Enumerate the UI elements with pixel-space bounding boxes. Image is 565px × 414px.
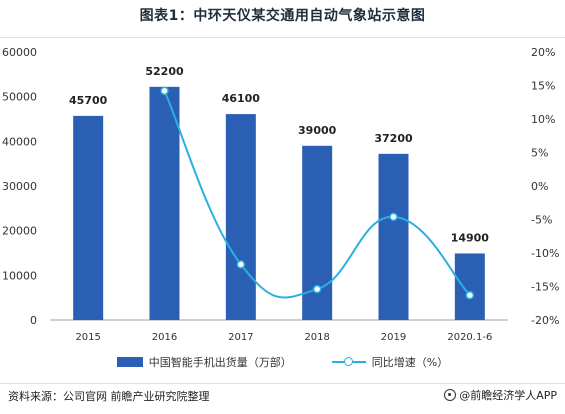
brand-label: @前瞻经济学人APP [459,389,557,402]
x-tick-label: 2016 [152,332,177,343]
y-left-tick-label: 10000 [2,269,37,282]
bar-data-label: 46100 [222,92,261,105]
growth-point [160,86,169,96]
growth-point [465,290,475,300]
chart-title: 图表1：中环天仪某交通用自动气象站示意图 [139,8,426,24]
growth-point [312,284,322,294]
y-left-tick-label: 20000 [2,225,37,238]
bar [149,86,180,320]
y-right-tick-label: 10% [531,113,555,126]
x-tick-label: 2018 [304,332,329,343]
brand-credit: @前瞻经济学人APP [444,387,557,403]
bar [454,253,485,320]
bar-data-label: 52200 [145,65,184,78]
legend-bar-swatch [116,357,143,367]
y-right-tick-label: -10% [531,247,559,260]
growth-point [236,260,246,269]
bar [73,115,104,320]
x-tick-label: 2020.1-6 [447,332,492,343]
bar-data-label: 37200 [374,132,413,145]
brand-logo-icon [444,389,457,401]
chart-legend: 中国智能手机出货量（万部） 同比增速（%） [0,353,565,371]
x-tick-label: 2019 [381,332,406,343]
y-right-tick-label: -20% [531,314,559,327]
y-left-tick-label: 30000 [2,180,37,193]
y-right-tick-label: 15% [531,80,555,93]
legend-line-label: 同比增速（%） [371,356,449,369]
bar-data-label: 45700 [69,94,108,107]
y-right-tick-label: 0% [531,180,548,193]
title-divider [0,37,565,38]
x-tick-label: 2017 [228,332,253,343]
y-right-tick-label: 5% [531,147,548,160]
y-left-tick-label: 0 [30,314,37,327]
y-left-tick-label: 40000 [2,135,37,148]
bar [225,114,256,320]
y-left-tick-label: 50000 [2,91,37,104]
source-divider [0,383,565,384]
legend-item-bar: 中国智能手机出货量（万部） [116,354,292,370]
chart-title-bar: 图表1：中环天仪某交通用自动气象站示意图 [0,0,565,30]
legend-bar-label: 中国智能手机出货量（万部） [148,356,292,369]
growth-point [389,212,398,222]
bar [378,153,409,320]
y-left-tick-label: 60000 [2,46,37,59]
legend-line-swatch [331,357,366,367]
y-right-tick-label: -5% [531,214,552,227]
source-note: 资料来源：公司官网 前瞻产业研究院整理 [8,390,210,403]
x-tick-label: 2015 [75,332,100,343]
bar-data-label: 14900 [451,231,490,244]
y-right-tick-label: 20% [531,46,555,59]
bar-data-label: 39000 [298,124,337,137]
bar [302,145,333,320]
y-right-tick-label: -15% [531,281,559,294]
legend-item-line: 同比增速（%） [331,354,449,370]
